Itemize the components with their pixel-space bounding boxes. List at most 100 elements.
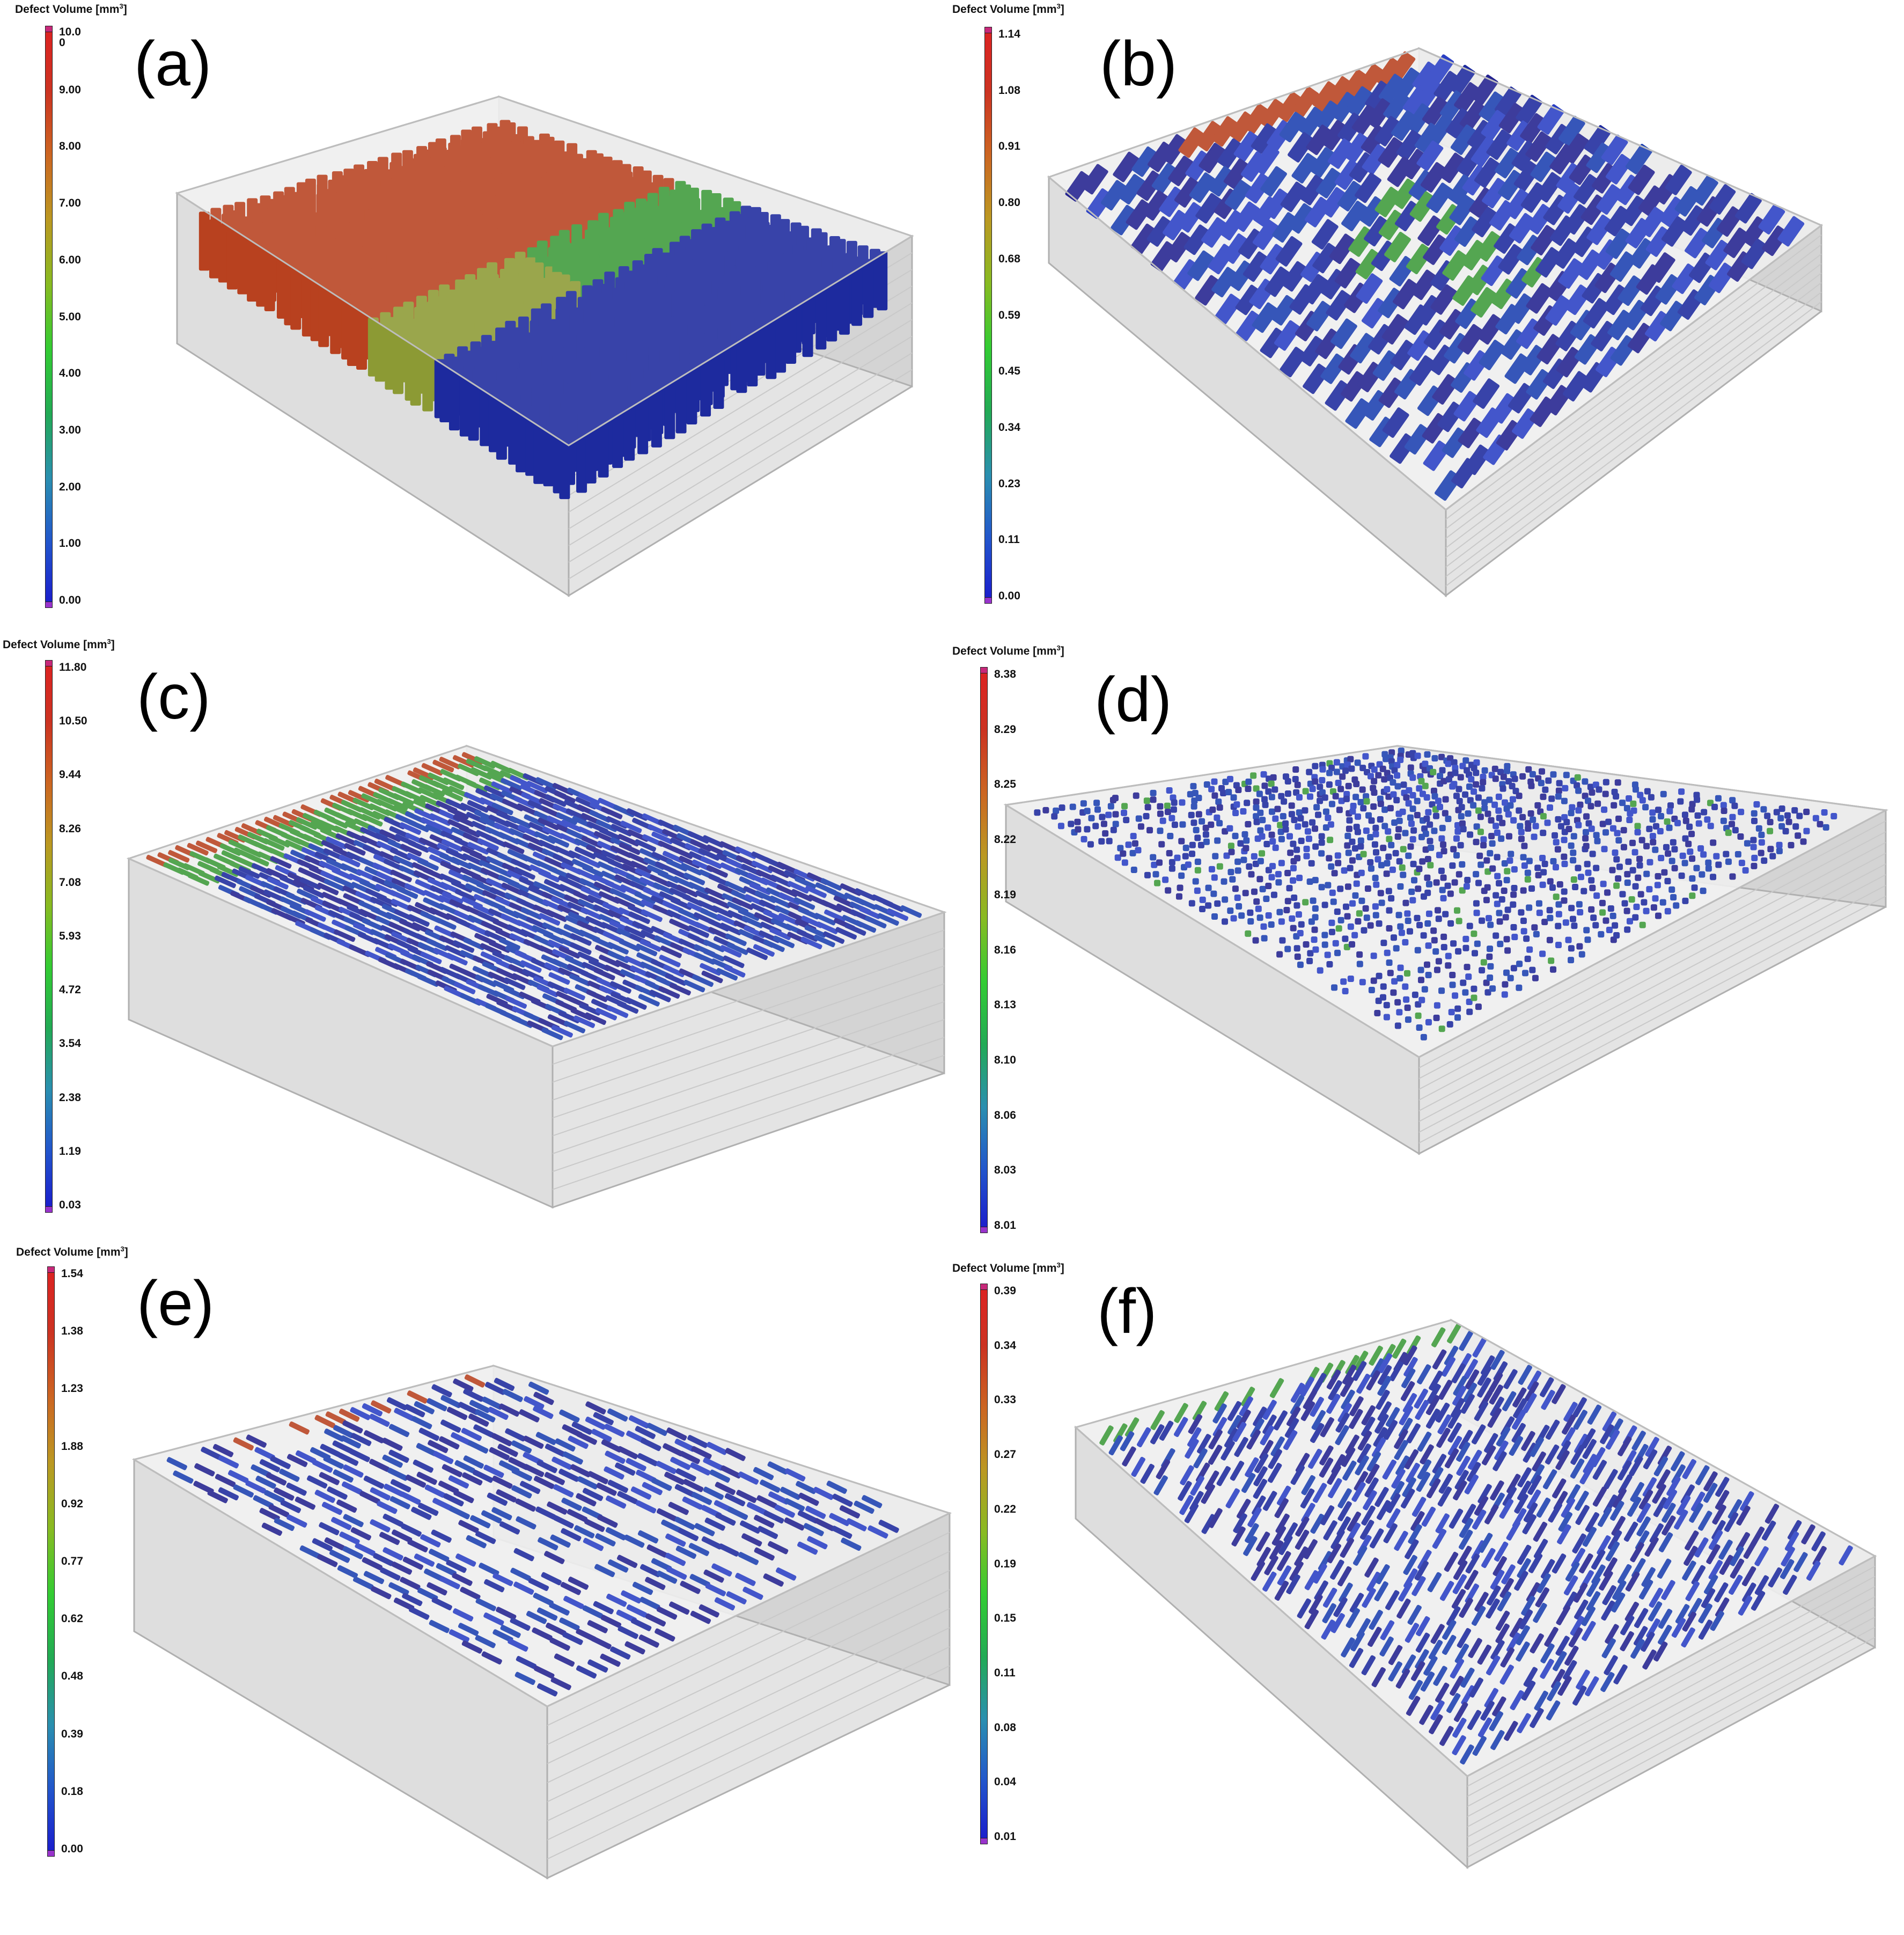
colorbar-tick-label: 0.11 (994, 1666, 1016, 1679)
colorbar-tick-label: 0.34 (998, 421, 1020, 434)
defect-cloud (1034, 747, 1837, 1040)
colorbar-tick-label: 1.14 (998, 28, 1020, 40)
colorbar-tick-label: 5.93 (59, 930, 81, 942)
panel-b: Defect Volume [mm3] 1.14 1.08 0.91 0.80 0.68… (952, 0, 1904, 633)
colorbar (45, 26, 53, 608)
colorbar-tick-label: 8.29 (994, 723, 1016, 736)
colorbar-tick-label: 2.00 (59, 480, 81, 493)
colorbar-tick-label: 0.34 (994, 1339, 1016, 1352)
colorbar-tick-label: 8.01 (994, 1219, 1016, 1232)
colorbar-tick-label: 0.39 (61, 1727, 83, 1740)
colorbar-tick-label: 0.59 (998, 309, 1020, 321)
colorbar-tick-label: 0.23 (998, 477, 1020, 490)
panel-label: (a) (134, 28, 212, 99)
colorbar-tick-label: 8.26 (59, 822, 81, 835)
colorbar-tick-label: 0.33 (994, 1394, 1016, 1406)
defect-cloud (1099, 1323, 1853, 1765)
colorbar-tick-label: 0.48 (61, 1670, 83, 1683)
colorbar-tick-label: 0.03 (59, 1199, 81, 1211)
colorbar-tick-label: 0.08 (994, 1721, 1016, 1734)
colorbar-tick-label: 8.03 (994, 1164, 1016, 1177)
colorbar (980, 667, 988, 1233)
ct-render-e (132, 1364, 952, 1880)
colorbar-tick-label: 0.11 (998, 533, 1020, 546)
colorbar-title: Defect Volume [mm3] (952, 1261, 1064, 1274)
colorbar-tick-label: 8.13 (994, 999, 1016, 1012)
colorbar-title: Defect Volume [mm3] (16, 1245, 128, 1258)
colorbar-tick-label: 0.62 (61, 1612, 83, 1625)
colorbar-tick-label: 0.91 (998, 140, 1020, 153)
colorbar-tick-label: 5.00 (59, 310, 81, 323)
colorbar-tick-label: 0.77 (61, 1555, 83, 1567)
panel-label: (e) (137, 1268, 215, 1339)
specimen-shell (126, 745, 947, 1047)
colorbar-tick-label: 4.00 (59, 367, 81, 380)
colorbar-tick-label: 9.44 (59, 768, 81, 781)
specimen-shell (132, 1365, 952, 1707)
panel-label: (c) (137, 662, 211, 732)
colorbar (984, 27, 992, 604)
colorbar (47, 1266, 55, 1857)
specimen-shell (1003, 745, 1888, 1058)
colorbar-tick-label: 8.10 (994, 1053, 1016, 1066)
colorbar-tick-label: 9.00 (59, 83, 81, 96)
colorbar-tick-label: 0.18 (61, 1785, 83, 1798)
colorbar-tick-label: 0.22 (994, 1502, 1016, 1515)
ct-render-b (1047, 47, 1823, 598)
colorbar-tick-label: 1.23 (61, 1382, 83, 1395)
panel-label: (f) (1097, 1276, 1157, 1347)
defect-cloud (1065, 51, 1805, 501)
colorbar-tick-label: 8.16 (994, 943, 1016, 956)
panel-e: Defect Volume [mm3] 1.54 1.38 1.23 1.88 0.92… (0, 1245, 952, 1935)
defect-cloud (199, 120, 888, 500)
colorbar-tick-label: 11.80 (59, 661, 87, 673)
panel-a: Defect Volume [mm3] 10.0 0 9.00 8.00 7.00 6.0… (0, 0, 952, 633)
defect-cloud (146, 752, 922, 1040)
colorbar-tick-label: 0.80 (998, 196, 1020, 209)
colorbar-tick-label: 6.00 (59, 253, 81, 266)
ct-render-f (1074, 1318, 1877, 1870)
colorbar (980, 1284, 988, 1844)
ct-render-d (1003, 745, 1888, 1155)
colorbar-tick-label: 2.38 (59, 1091, 81, 1104)
colorbar-tick-label: 10.50 (59, 715, 87, 728)
colorbar-tick-label: 0.15 (994, 1612, 1016, 1625)
panel-c: Defect Volume [mm3] 11.80 10.50 9.44 8.26 7.… (0, 633, 952, 1261)
colorbar-tick-label: 1.19 (59, 1145, 81, 1157)
colorbar-tick-label: 0.00 (61, 1843, 83, 1855)
colorbar-tick-label: 1.38 (61, 1325, 83, 1338)
colorbar-tick-label: 4.72 (59, 984, 81, 996)
panel-label: (b) (1100, 28, 1178, 99)
colorbar-tick-label: 10.0 0 (59, 26, 81, 49)
ct-render-a (175, 95, 914, 597)
colorbar-tick-label: 0.92 (61, 1497, 83, 1510)
colorbar-tick-label: 8.38 (994, 668, 1016, 680)
colorbar-tick-label: 8.25 (994, 778, 1016, 791)
specimen-shell (175, 96, 914, 446)
colorbar-tick-label: 8.19 (994, 888, 1016, 901)
colorbar-title: Defect Volume [mm3] (15, 2, 127, 16)
colorbar-tick-label: 0.39 (994, 1285, 1016, 1297)
colorbar-tick-label: 0.45 (998, 365, 1020, 378)
panel-f: Defect Volume [mm3] 0.39 0.34 0.33 0.27 0.22… (952, 1245, 1904, 1935)
specimen-shell (1074, 1319, 1877, 1777)
colorbar-tick-label: 0.04 (994, 1776, 1016, 1789)
colorbar-title: Defect Volume [mm3] (3, 637, 115, 651)
colorbar-tick-label: 0.00 (59, 594, 81, 606)
panel-d: Defect Volume [mm3] 8.38 8.29 8.25 8.22 8.19… (952, 633, 1904, 1261)
colorbar-tick-label: 8.22 (994, 833, 1016, 846)
colorbar-tick-label: 8.06 (994, 1109, 1016, 1122)
colorbar-tick-label: 1.00 (59, 537, 81, 550)
colorbar (45, 660, 53, 1213)
colorbar-tick-label: 7.08 (59, 876, 81, 889)
colorbar-tick-label: 8.00 (59, 140, 81, 153)
colorbar-title: Defect Volume [mm3] (952, 2, 1064, 16)
colorbar-tick-label: 1.08 (998, 84, 1020, 97)
colorbar-tick-label: 0.01 (994, 1830, 1016, 1843)
colorbar-tick-label: 3.54 (59, 1037, 81, 1050)
colorbar-tick-label: 0.68 (998, 252, 1020, 265)
colorbar-tick-label: 0.27 (994, 1448, 1016, 1461)
panel-label: (d) (1094, 664, 1172, 735)
specimen-shell (1047, 47, 1823, 511)
colorbar-tick-label: 3.00 (59, 423, 81, 436)
